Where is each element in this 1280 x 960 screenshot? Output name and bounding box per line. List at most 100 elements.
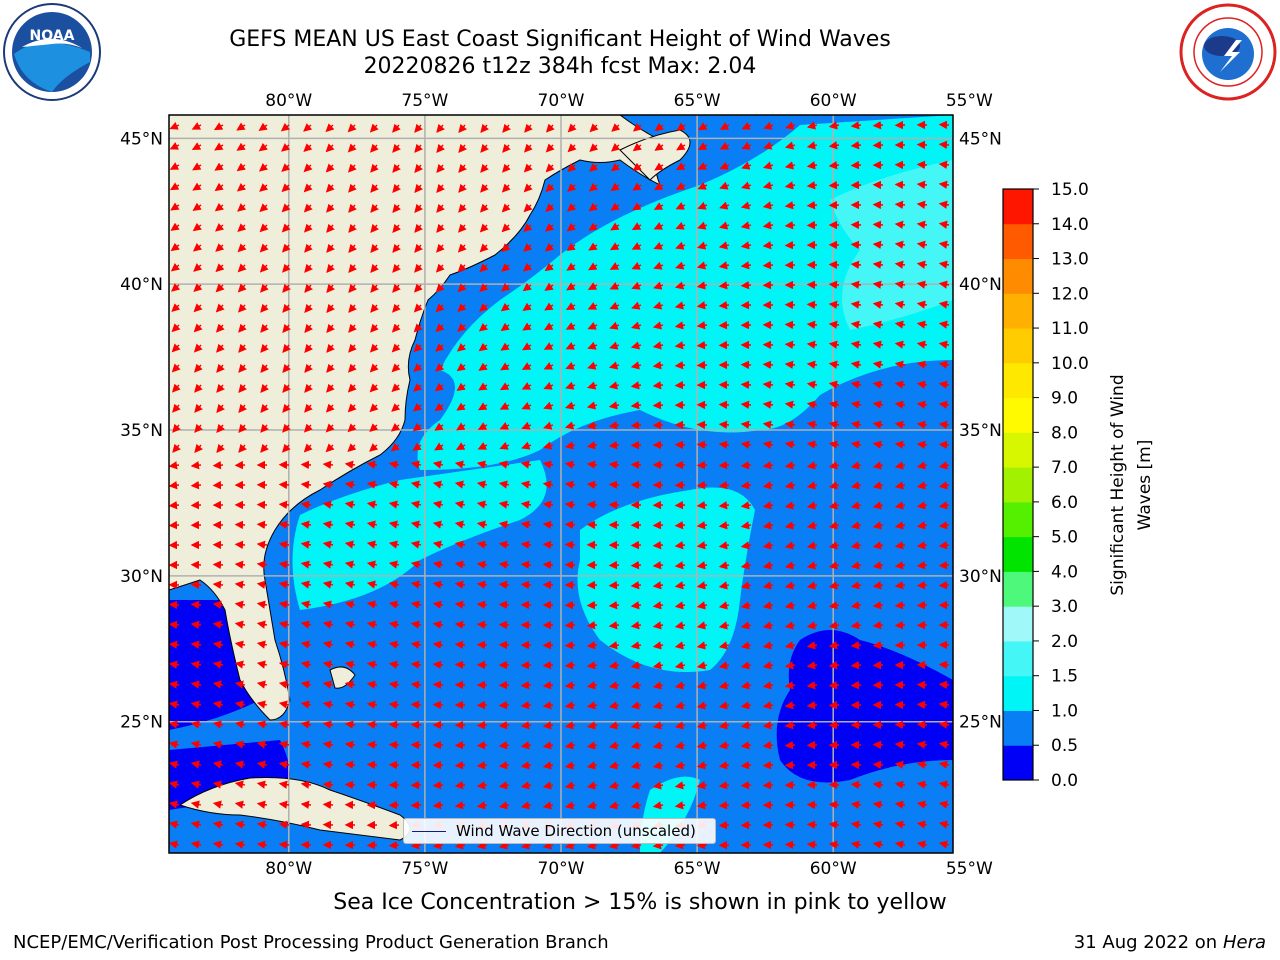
wave-direction-arrow	[410, 700, 422, 710]
wave-direction-arrow	[938, 760, 950, 769]
wave-direction-arrow	[630, 661, 642, 670]
wave-direction-arrow	[238, 423, 247, 433]
wave-direction-arrow	[674, 281, 686, 290]
wave-direction-arrow	[278, 540, 290, 549]
wave-direction-arrow	[190, 660, 202, 669]
wave-direction-arrow	[894, 380, 906, 389]
wave-direction-arrow	[608, 441, 620, 450]
wave-direction-arrow	[740, 440, 752, 449]
wave-direction-arrow	[718, 400, 730, 410]
wave-direction-arrow	[916, 400, 928, 409]
wave-direction-arrow	[544, 262, 554, 272]
wave-direction-arrow	[344, 660, 356, 669]
wave-direction-arrow	[520, 741, 532, 750]
colorbar-segment	[1003, 467, 1033, 503]
wave-direction-arrow	[521, 441, 532, 450]
wave-direction-arrow	[566, 262, 576, 271]
wave-direction-arrow	[828, 521, 840, 530]
wave-direction-arrow	[169, 680, 180, 689]
wave-direction-arrow	[872, 380, 884, 389]
wave-direction-arrow	[281, 183, 291, 193]
wave-direction-arrow	[608, 801, 620, 810]
wave-direction-arrow	[828, 820, 840, 829]
wave-direction-arrow	[850, 440, 862, 449]
wave-direction-arrow	[784, 380, 796, 389]
wave-direction-arrow	[282, 363, 291, 373]
wave-direction-arrow	[457, 263, 467, 273]
wave-direction-arrow	[850, 541, 862, 550]
wave-direction-arrow	[455, 442, 466, 450]
wave-direction-arrow	[850, 240, 862, 250]
wave-direction-arrow	[654, 162, 664, 171]
wave-direction-arrow	[304, 343, 313, 353]
wave-direction-arrow	[190, 800, 202, 809]
footer-host: Hera	[1222, 932, 1266, 953]
wave-direction-arrow	[370, 303, 379, 313]
wave-direction-arrow	[348, 263, 357, 273]
wave-direction-arrow	[828, 320, 840, 329]
wave-direction-arrow	[611, 143, 621, 152]
wave-direction-arrow	[326, 203, 335, 213]
lon-label-top: 65°W	[674, 91, 721, 111]
gridlines	[169, 115, 953, 853]
wave-direction-arrow	[652, 301, 664, 310]
wave-direction-arrow	[216, 383, 225, 393]
wave-direction-arrow	[212, 820, 224, 829]
wave-direction-arrow	[413, 303, 423, 313]
wave-direction-arrow	[718, 501, 730, 510]
wave-direction-arrow	[169, 520, 180, 530]
colorbar-segment	[1003, 675, 1033, 711]
wave-direction-arrow	[413, 343, 423, 353]
wave-direction-arrow	[325, 423, 335, 433]
wave-direction-arrow	[520, 480, 532, 489]
wave-direction-arrow	[740, 681, 752, 690]
colorbar-label-line1: Significant Height of Wind	[1108, 374, 1128, 595]
wave-direction-arrow	[696, 561, 708, 570]
wave-direction-arrow	[938, 481, 950, 490]
colorbar-tick-label: 2.0	[1051, 632, 1078, 652]
wave-direction-arrow	[630, 560, 642, 570]
wave-direction-arrow	[454, 580, 466, 589]
wave-direction-arrow	[344, 500, 356, 509]
wave-direction-arrow	[366, 560, 378, 569]
wave-direction-arrow	[609, 301, 620, 310]
wave-direction-arrow	[696, 541, 708, 550]
wave-direction-arrow	[762, 681, 774, 690]
wave-direction-arrow	[370, 163, 379, 173]
wave-direction-arrow	[322, 720, 334, 729]
wave-direction-arrow	[322, 540, 334, 549]
wave-direction-arrow	[630, 361, 642, 370]
wave-direction-arrow	[300, 520, 312, 529]
wave-direction-arrow	[894, 280, 906, 289]
wave-direction-arrow	[545, 203, 555, 212]
wave-direction-arrow	[938, 400, 950, 409]
wave-direction-arrow	[278, 640, 290, 649]
wave-direction-arrow	[256, 580, 268, 589]
wave-direction-arrow	[282, 303, 291, 313]
wave-direction-arrow	[588, 182, 599, 192]
wave-direction-arrow	[542, 560, 554, 570]
wave-direction-arrow	[630, 381, 642, 390]
wave-direction-arrow	[326, 263, 335, 273]
wave-direction-arrow	[278, 500, 290, 510]
wave-direction-arrow	[740, 701, 752, 710]
wave-direction-arrow	[344, 560, 356, 569]
lat-label-left: 35°N	[120, 421, 163, 441]
wave-direction-arrow	[696, 281, 708, 290]
wave-direction-arrow	[674, 301, 686, 310]
wave-direction-arrow	[828, 161, 840, 170]
wave-direction-arrow	[300, 660, 312, 669]
colorbar-segment	[1003, 571, 1033, 607]
wave-direction-arrow	[740, 501, 752, 510]
wave-direction-arrow	[719, 161, 730, 170]
wave-direction-arrow	[762, 641, 774, 650]
wave-direction-arrow	[390, 423, 401, 432]
wave-direction-arrow	[281, 243, 291, 253]
wave-direction-arrow	[718, 481, 730, 490]
wave-direction-arrow	[476, 580, 488, 589]
wave-direction-arrow	[457, 323, 467, 332]
wave-direction-arrow	[322, 480, 334, 489]
wave-direction-arrow	[366, 500, 378, 509]
wave-direction-arrow	[872, 461, 884, 470]
wave-direction-arrow	[476, 720, 488, 730]
